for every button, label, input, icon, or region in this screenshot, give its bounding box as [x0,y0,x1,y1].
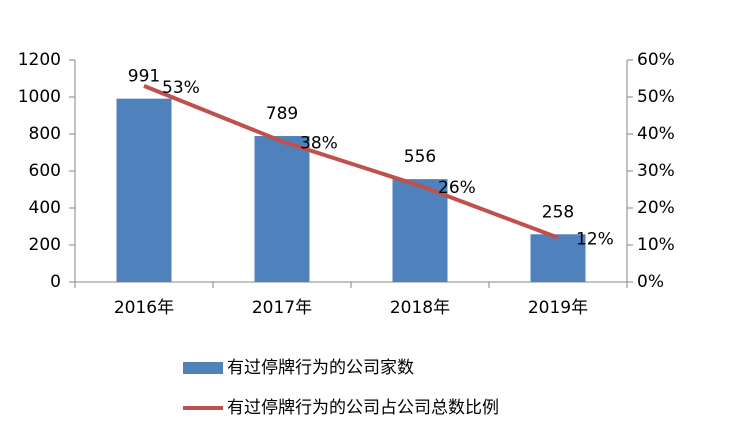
legend-label: 有过停牌行为的公司家数 [227,358,414,378]
y2-tick-label: 60% [637,50,675,70]
x-tick-label: 2017年 [252,298,312,318]
y-tick-label: 1200 [18,50,61,70]
line [143,84,559,240]
y2-tick-label: 10% [637,235,675,255]
legend-swatch [183,362,223,374]
line-value-label: 38% [300,133,338,153]
bar [392,179,448,282]
x-tick-label: 2018年 [390,298,450,318]
y-tick-label: 600 [29,161,61,181]
line-value-label: 26% [438,178,476,198]
legend-label: 有过停牌行为的公司占公司总数比例 [227,398,499,418]
y2-tick-label: 0% [637,272,664,292]
y2-tick-label: 30% [637,161,675,181]
y2-tick-label: 40% [637,124,675,144]
line-value-label: 12% [576,230,614,250]
y-tick-label: 1000 [18,87,61,107]
bar [116,98,172,282]
bar [530,234,586,282]
x-tick-label: 2019年 [528,298,588,318]
bar-value-label: 789 [266,104,298,124]
line-value-label: 53% [162,78,200,98]
y-tick-label: 200 [29,235,61,255]
y-tick-label: 400 [29,198,61,218]
bar [254,136,310,282]
y-tick-label: 800 [29,124,61,144]
y2-tick-label: 20% [637,198,675,218]
bar-value-label: 991 [128,67,160,87]
x-tick-label: 2016年 [114,298,174,318]
y2-tick-label: 50% [637,87,675,107]
bar-value-label: 258 [542,202,574,222]
y-tick-label: 0 [50,272,61,292]
bar-value-label: 556 [404,147,436,167]
